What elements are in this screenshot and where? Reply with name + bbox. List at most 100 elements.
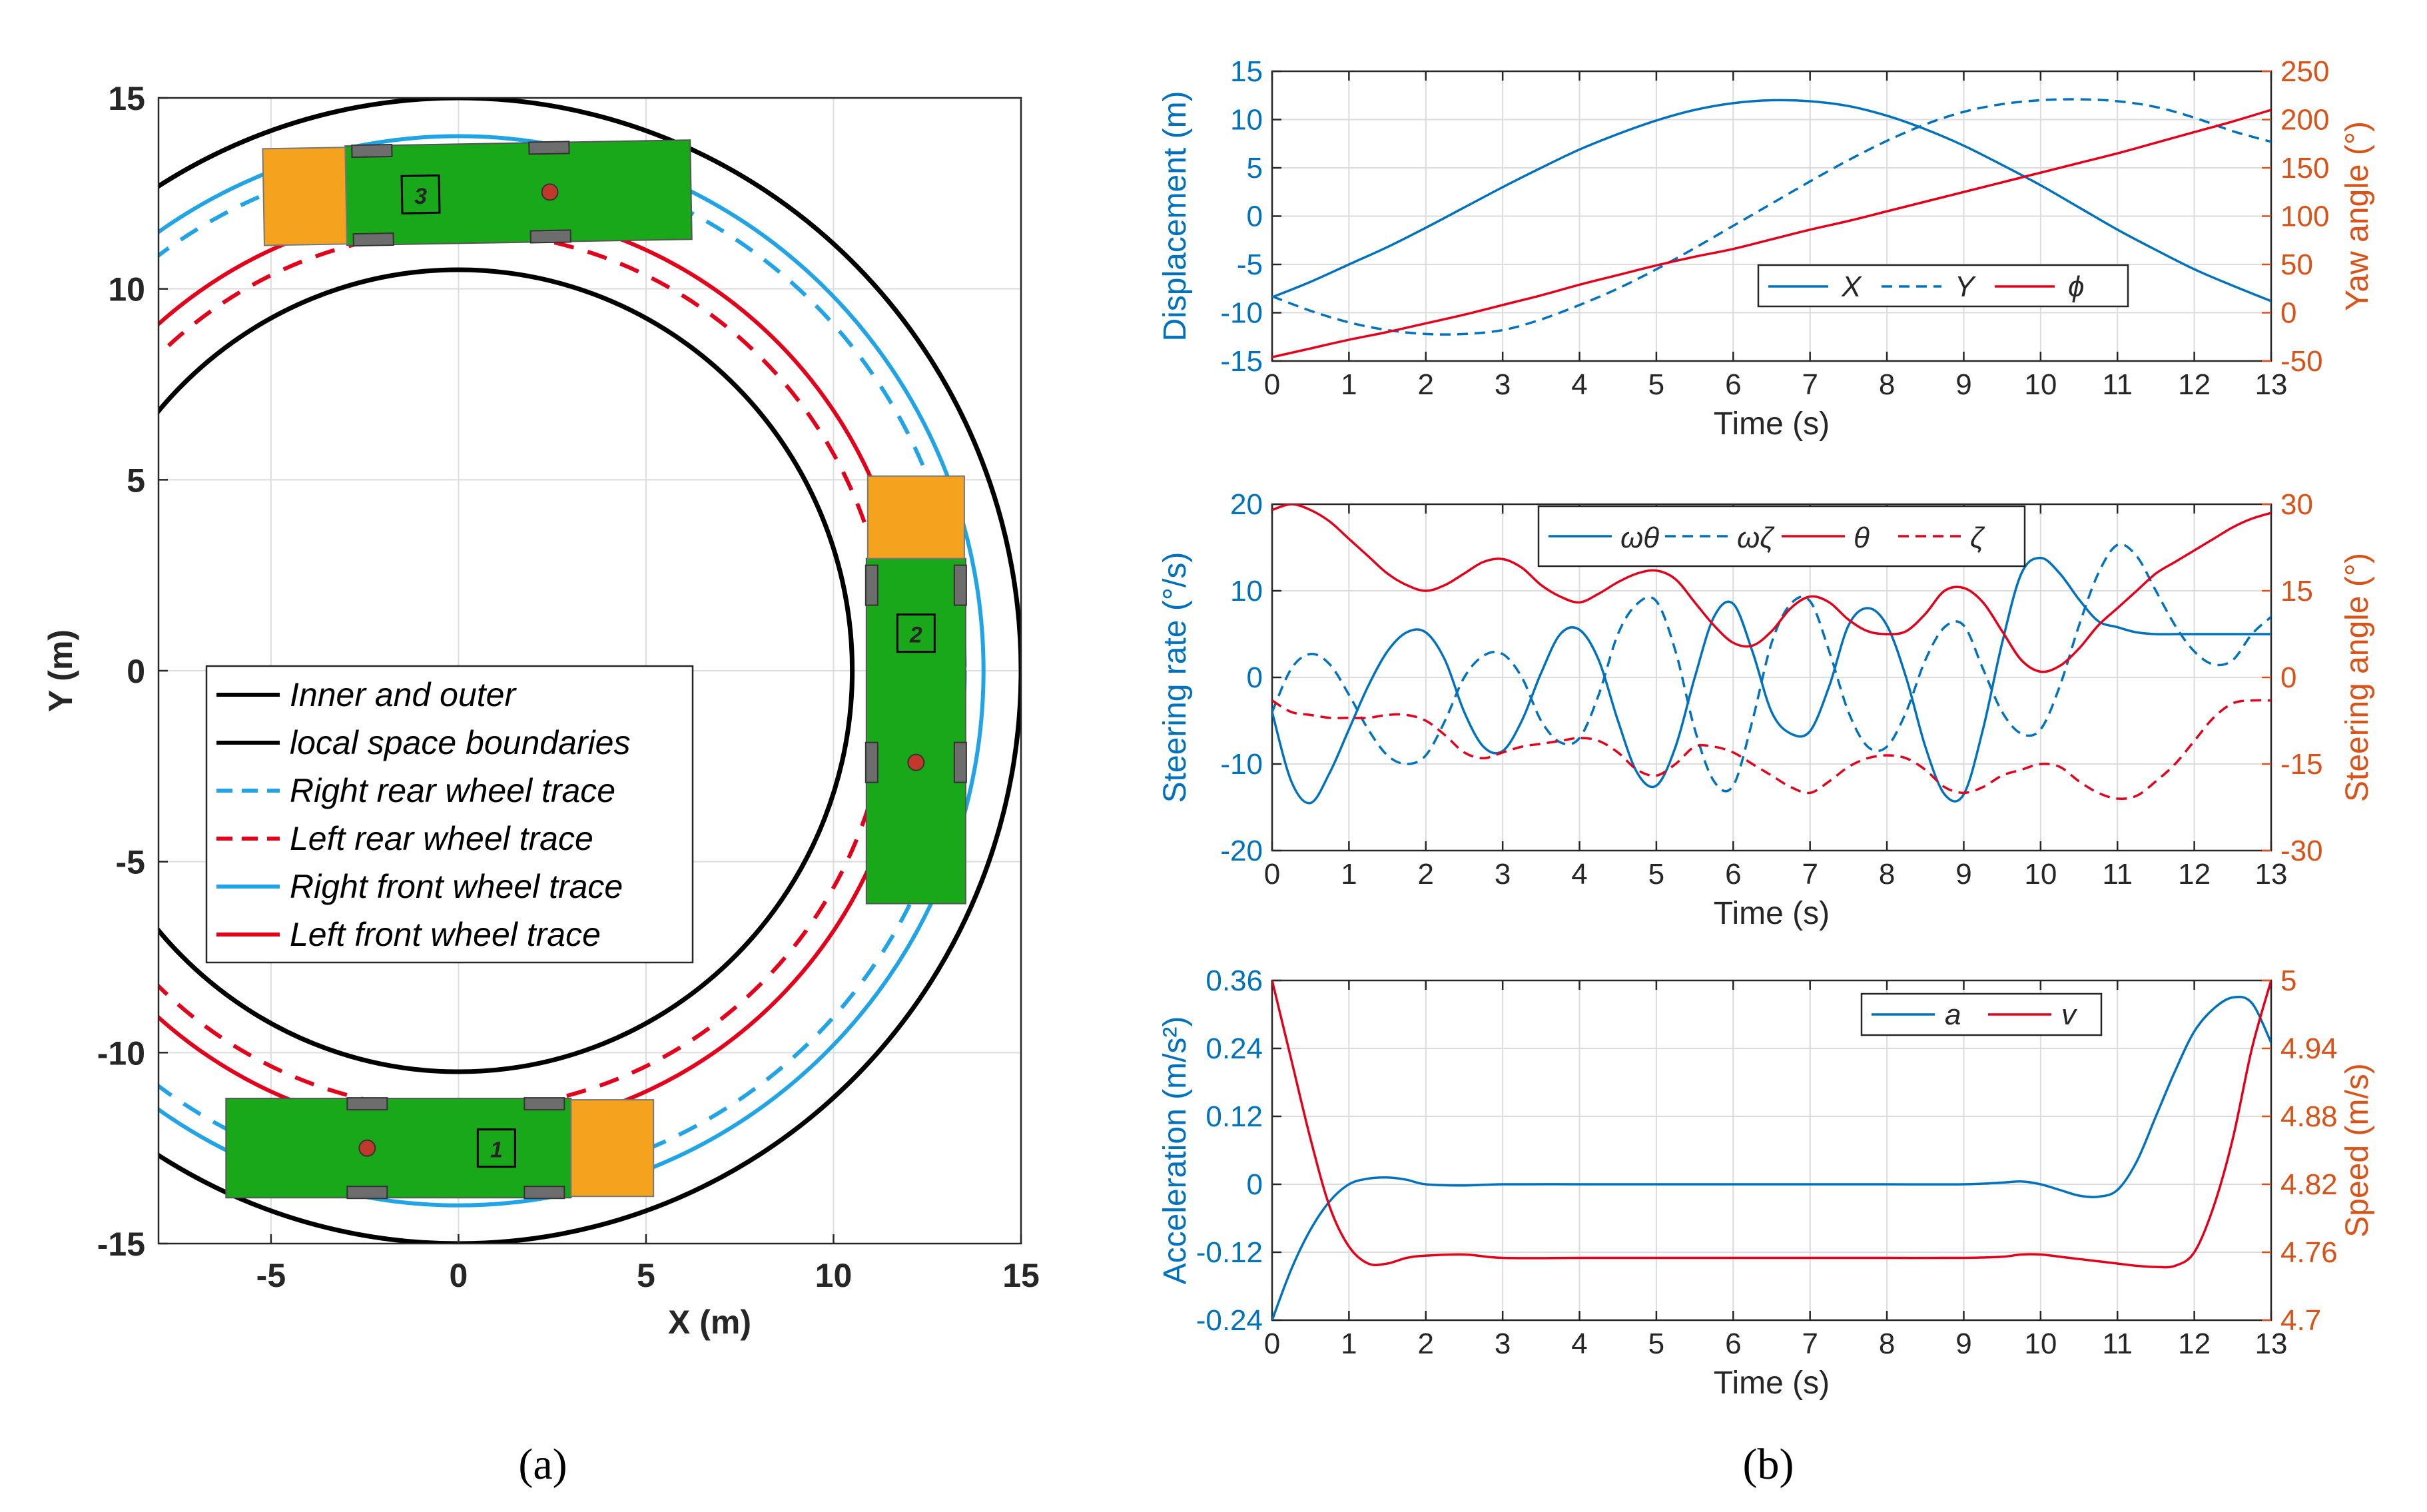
traj-legend-label: Left front wheel trace bbox=[290, 916, 601, 953]
disp-xtick-label: 7 bbox=[1802, 368, 1818, 401]
traj-ylabel: Y (m) bbox=[42, 629, 79, 712]
disp-legend-label: ϕ bbox=[2068, 270, 2084, 303]
disp-ytick-label: -10 bbox=[1220, 297, 1263, 330]
disp-ytick-right-label: -50 bbox=[2280, 345, 2323, 378]
vehicle-number: 2 bbox=[909, 623, 922, 648]
vehicle-axle bbox=[907, 753, 925, 771]
steer-ytick-label: 10 bbox=[1230, 575, 1263, 607]
accel-ytick-label: -0.12 bbox=[1196, 1236, 1263, 1269]
vehicle-wheel bbox=[953, 564, 967, 606]
traj-xtick-label: 10 bbox=[815, 1257, 853, 1294]
vehicle-number-box bbox=[896, 613, 936, 653]
vehicle-body bbox=[865, 558, 966, 905]
steer-ytick-right-label: -15 bbox=[2280, 748, 2323, 781]
accel-series-v bbox=[1272, 980, 2271, 1269]
disp-ytick-label: 15 bbox=[1230, 55, 1263, 88]
vehicle-number-box bbox=[476, 1128, 516, 1168]
disp-xtick-label: 8 bbox=[1879, 368, 1895, 401]
steer-xtick-label: 4 bbox=[1571, 858, 1587, 891]
vehicle-wheel bbox=[529, 229, 571, 244]
disp-series-ϕ bbox=[1272, 109, 2271, 358]
vehicle-body bbox=[344, 139, 693, 246]
accel-ytick-right-label: 4.7 bbox=[2280, 1304, 2321, 1337]
vehicle-wheel bbox=[528, 141, 570, 155]
steer-ytick-right-label: 15 bbox=[2280, 575, 2313, 607]
accel-ylabel: Acceleration (m/s²) bbox=[1158, 1016, 1193, 1285]
vehicle-body bbox=[225, 1098, 572, 1199]
disp-xtick-label: 9 bbox=[1955, 368, 1971, 401]
disp-xtick-label: 0 bbox=[1264, 368, 1280, 401]
disp-xtick-label: 10 bbox=[2024, 368, 2057, 401]
steer-xtick-label: 1 bbox=[1341, 858, 1357, 891]
accel-ytick-label: 0 bbox=[1247, 1168, 1263, 1201]
disp-xlabel: Time (s) bbox=[1714, 406, 1830, 442]
vehicle-wheel bbox=[351, 144, 393, 159]
traj-xtick-label: -5 bbox=[256, 1257, 286, 1294]
accel-xtick-label: 9 bbox=[1955, 1327, 1971, 1360]
disp-xtick-label: 12 bbox=[2178, 368, 2211, 401]
disp-ytick-right-label: 250 bbox=[2280, 55, 2329, 88]
accel-frame bbox=[1271, 979, 2272, 1322]
disp-series-group bbox=[1272, 98, 2271, 358]
vehicle-2: 2 bbox=[865, 475, 967, 905]
steer-ytick-label: 0 bbox=[1247, 661, 1263, 694]
steer-xtick-label: 2 bbox=[1418, 858, 1434, 891]
traj-legend-label: Right front wheel trace bbox=[290, 868, 623, 905]
disp-xtick-label: 11 bbox=[2102, 368, 2133, 401]
steer-xtick-label: 13 bbox=[2255, 858, 2288, 891]
accel-xtick-label: 11 bbox=[2102, 1327, 2133, 1360]
disp-series-X bbox=[1272, 99, 2271, 302]
steer-xtick-label: 8 bbox=[1879, 858, 1895, 891]
disp-xtick-label: 4 bbox=[1571, 368, 1587, 401]
traj-legend-label: Inner and outer bbox=[290, 676, 517, 713]
accel-xtick-label: 1 bbox=[1341, 1327, 1357, 1360]
accel-xtick-label: 2 bbox=[1418, 1327, 1434, 1360]
accel-xtick-label: 4 bbox=[1571, 1327, 1587, 1360]
disp-xtick-label: 13 bbox=[2255, 368, 2288, 401]
accel-series-group bbox=[1272, 980, 2271, 1320]
steer-ytick-right-label: 0 bbox=[2280, 661, 2296, 694]
traj-circle-inner-boundary bbox=[159, 267, 855, 1074]
disp-legend-label: Y bbox=[1955, 270, 1976, 303]
steer-xtick-label: 11 bbox=[2102, 858, 2133, 891]
plot-content: 0 1 2 3 4 5 6 7 8 9 10 11 12 13-15-10-5051015-5005010… bbox=[42, 55, 2375, 1401]
vehicle-number: 3 bbox=[414, 184, 427, 209]
accel-xlabel: Time (s) bbox=[1714, 1365, 1830, 1401]
disp-xtick-label: 2 bbox=[1418, 368, 1434, 401]
traj-ytick-label: 5 bbox=[127, 462, 145, 499]
panel-label-a: (a) bbox=[518, 1440, 567, 1489]
steer-ylabel-right: Steering angle (°) bbox=[2340, 553, 2375, 802]
accel-xtick-label: 3 bbox=[1495, 1327, 1511, 1360]
vehicle-wheel bbox=[523, 1097, 565, 1111]
steer-series-ωζ bbox=[1272, 543, 2271, 793]
traj-ytick-label: -5 bbox=[116, 844, 145, 881]
accel-ytick-label: -0.24 bbox=[1196, 1304, 1263, 1337]
accel-ytick-right-label: 5 bbox=[2280, 964, 2296, 997]
steer-series-ζ bbox=[1272, 699, 2271, 800]
traj-legend-label: Right rear wheel trace bbox=[290, 772, 615, 809]
disp-ytick-label: -5 bbox=[1237, 248, 1263, 281]
disp-legend-label: X bbox=[1841, 270, 1862, 303]
steer-xtick-label: 9 bbox=[1955, 858, 1971, 891]
traj-xtick-label: 15 bbox=[1002, 1257, 1040, 1294]
traj-xtick-label: 0 bbox=[450, 1257, 468, 1294]
accel-xtick-label: 13 bbox=[2255, 1327, 2288, 1360]
disp-ytick-right-label: 100 bbox=[2280, 200, 2329, 233]
accel-ytick-right-label: 4.76 bbox=[2280, 1236, 2338, 1269]
vehicle-wheel bbox=[523, 1186, 565, 1200]
accel-legend-label: v bbox=[2061, 998, 2078, 1031]
accel-axes: 0 1 2 3 4 5 6 7 8 9 10 11 12 13-0.24-0.1200.120.240.3… bbox=[1158, 964, 2375, 1401]
accel-xtick-label: 7 bbox=[1802, 1327, 1818, 1360]
steer-series-θ bbox=[1272, 504, 2271, 673]
accel-xtick-label: 8 bbox=[1879, 1327, 1895, 1360]
vehicle-axle bbox=[541, 183, 559, 201]
traj-ytick-label: 15 bbox=[108, 80, 145, 117]
steer-xlabel: Time (s) bbox=[1714, 896, 1830, 931]
disp-xtick-label: 1 bbox=[1341, 368, 1357, 401]
disp-xtick-label: 6 bbox=[1725, 368, 1741, 401]
steer-legend-label: θ bbox=[1854, 522, 1870, 554]
accel-legend-label: a bbox=[1945, 998, 1961, 1031]
vehicle-wheel bbox=[865, 564, 878, 606]
disp-ytick-right-label: 200 bbox=[2280, 104, 2329, 137]
